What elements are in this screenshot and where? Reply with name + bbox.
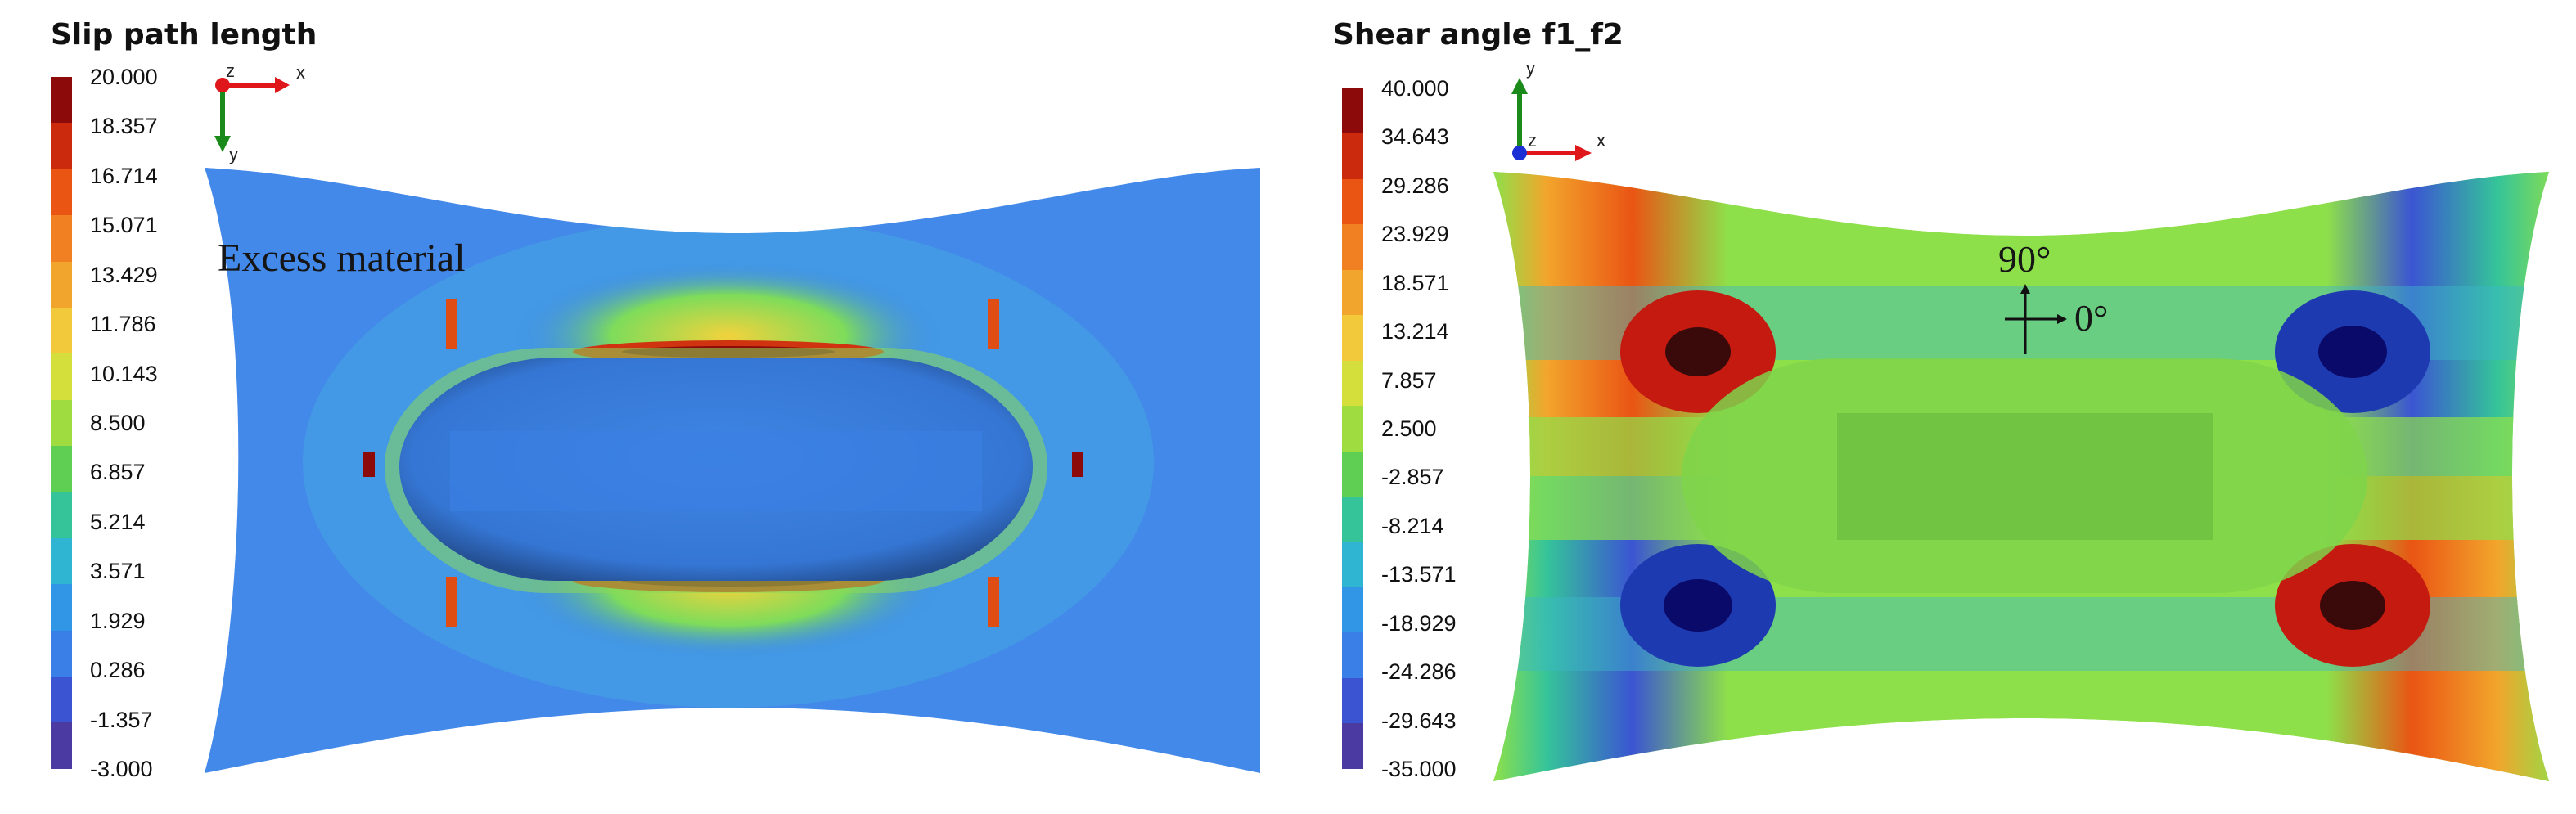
legend-tick-label: 0.286 [90, 658, 146, 683]
legend-swatch [1342, 497, 1363, 542]
legend-swatch [1342, 224, 1363, 270]
slip-path-field-plot [205, 168, 1268, 773]
direction-arrows-icon [2005, 284, 2067, 354]
legend-tick-label: 15.071 [90, 213, 158, 238]
legend-tick-label: 13.214 [1381, 319, 1449, 344]
legend-tick-label: -13.571 [1381, 562, 1457, 587]
slip-path-color-legend [51, 77, 72, 769]
legend-tick-label: -8.214 [1381, 513, 1444, 538]
left-axis-triad: x y z [205, 67, 319, 165]
legend-swatch [1342, 632, 1363, 678]
legend-tick-label: 16.714 [90, 163, 158, 188]
legend-swatch [51, 399, 72, 447]
legend-tick-label: 1.929 [90, 608, 146, 633]
shear-angle-panel: Shear angle f1_f2 40.000 34.643 29.286 23.9… [1277, 0, 2576, 814]
legend-swatch [1342, 451, 1363, 497]
legend-swatch [1342, 178, 1363, 225]
legend-swatch [1342, 133, 1363, 179]
legend-swatch [1342, 315, 1363, 361]
legend-swatch [1342, 542, 1363, 587]
legend-swatch [1342, 587, 1363, 633]
legend-tick-label: 3.571 [90, 559, 146, 584]
legend-tick-label: 6.857 [90, 460, 146, 485]
legend-swatch [51, 261, 72, 308]
legend-swatch [51, 584, 72, 631]
legend-tick-label: 18.357 [90, 114, 158, 139]
axis-y-label: y [1526, 61, 1535, 79]
excess-material-label: Excess material [218, 236, 466, 280]
direction-arrows [1988, 282, 2070, 356]
legend-tick-label: 5.214 [90, 509, 146, 534]
legend-tick-label: -18.929 [1381, 610, 1457, 636]
legend-tick-label: -2.857 [1381, 465, 1444, 490]
legend-swatch [1342, 88, 1363, 134]
blank-surface [205, 168, 1260, 773]
legend-swatch [51, 630, 72, 677]
legend-swatch [51, 215, 72, 262]
axis-z-label: z [1528, 130, 1537, 151]
axis-triad-icon: x y z [214, 67, 305, 164]
legend-tick-label: 18.571 [1381, 270, 1449, 295]
legend-tick-label: -1.357 [90, 707, 153, 732]
legend-swatch [51, 169, 72, 216]
legend-tick-label: -3.000 [90, 757, 153, 781]
shear-angle-color-legend [1342, 88, 1363, 769]
legend-tick-label: -29.643 [1381, 708, 1457, 733]
legend-tick-label: 29.286 [1381, 173, 1449, 198]
legend-swatch [1342, 406, 1363, 452]
legend-swatch [51, 722, 72, 769]
legend-tick-label: 40.000 [1381, 76, 1449, 101]
legend-swatch [51, 677, 72, 723]
axis-x-label: x [1596, 130, 1605, 151]
legend-swatch [1342, 723, 1363, 769]
legend-tick-label: 23.929 [1381, 222, 1449, 247]
slip-path-title: Slip path length [51, 18, 317, 52]
legend-tick-label: 20.000 [90, 65, 158, 89]
axis-z-label: z [226, 67, 235, 81]
legend-swatch [1342, 677, 1363, 724]
legend-tick-label: 10.143 [90, 361, 158, 386]
slip-path-panel: Slip path length 20.000 18.357 16.714 15.07… [0, 0, 1277, 814]
legend-swatch [51, 537, 72, 585]
legend-swatch [1342, 269, 1363, 316]
legend-swatch [51, 77, 72, 124]
axis-x-label: x [296, 67, 305, 83]
legend-swatch [51, 307, 72, 354]
angle-0-label: 0° [2074, 297, 2109, 339]
legend-swatch [1342, 360, 1363, 407]
legend-swatch [51, 353, 72, 400]
legend-tick-label: 13.429 [90, 262, 158, 287]
legend-tick-label: 7.857 [1381, 367, 1437, 393]
angle-90-label: 90° [1998, 238, 2051, 280]
shear-angle-field-plot [1493, 172, 2561, 781]
shear-angle-title: Shear angle f1_f2 [1333, 18, 1624, 52]
legend-tick-label: -24.286 [1381, 659, 1457, 685]
legend-tick-label: 11.786 [90, 312, 156, 337]
right-axis-triad: y x z [1502, 61, 1616, 168]
legend-tick-label: 2.500 [1381, 416, 1437, 441]
axis-y-label: y [229, 144, 238, 164]
legend-swatch [51, 446, 72, 492]
legend-swatch [51, 123, 72, 169]
legend-swatch [51, 492, 72, 538]
axis-triad-icon: y x z [1511, 61, 1605, 161]
legend-tick-label: 34.643 [1381, 124, 1449, 150]
legend-tick-label: -35.000 [1381, 757, 1457, 781]
legend-tick-label: 8.500 [90, 411, 146, 435]
